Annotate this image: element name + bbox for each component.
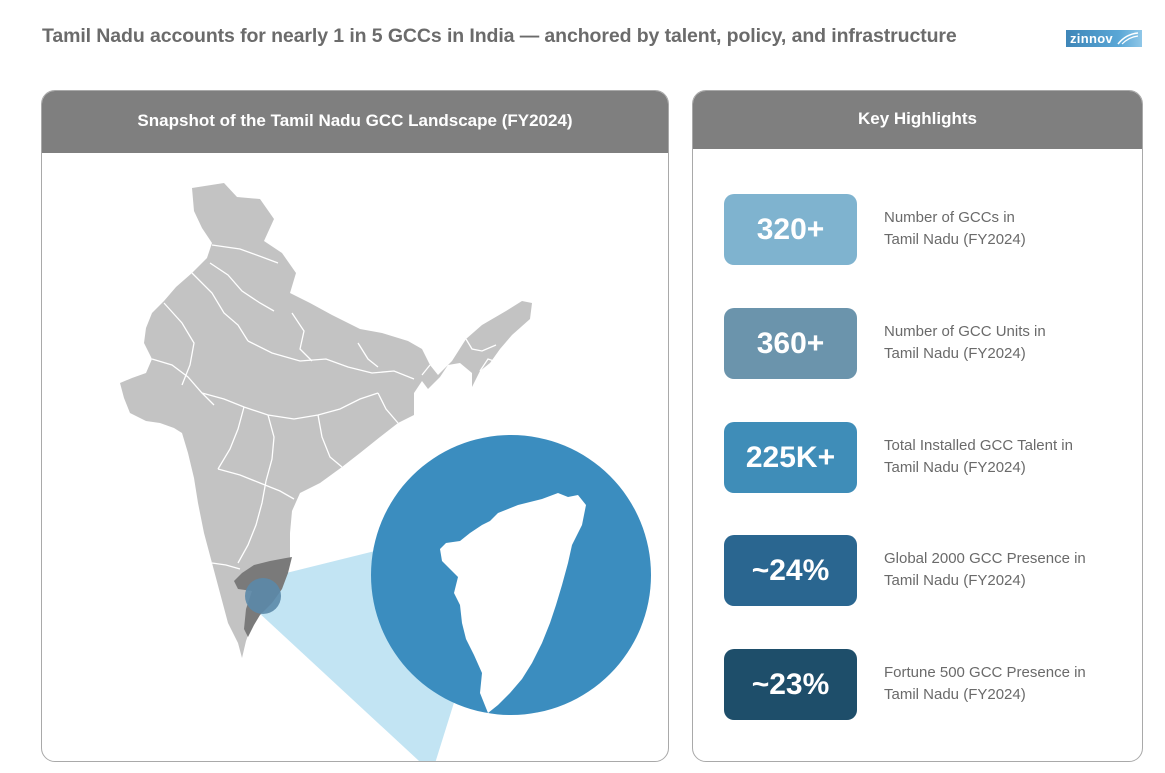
highlight-row-gccs: 320+ Number of GCCs in Tamil Nadu (FY202… bbox=[724, 194, 1134, 265]
highlight-desc-line2: Tamil Nadu (FY2024) bbox=[884, 572, 1026, 589]
india-map bbox=[120, 183, 651, 761]
highlight-desc-line2: Tamil Nadu (FY2024) bbox=[884, 231, 1026, 248]
logo-swoosh-icon bbox=[1117, 32, 1139, 45]
highlight-value-box: ~23% bbox=[724, 649, 857, 720]
highlight-desc-line1: Number of GCC Units in bbox=[884, 323, 1046, 340]
highlight-value-box: 225K+ bbox=[724, 422, 857, 493]
tamil-nadu-enlarged bbox=[440, 493, 586, 713]
highlight-row-fortune500: ~23% Fortune 500 GCC Presence in Tamil N… bbox=[724, 649, 1134, 720]
key-highlights-panel: Key Highlights 320+ Number of GCCs in Ta… bbox=[692, 90, 1143, 762]
zinnov-logo: zinnov bbox=[1066, 30, 1142, 47]
highlight-value-box: ~24% bbox=[724, 535, 857, 606]
india-outline bbox=[120, 183, 532, 658]
zoom-focus-dot bbox=[245, 578, 281, 614]
highlight-description: Number of GCCs in Tamil Nadu (FY2024) bbox=[884, 207, 1124, 251]
highlight-row-global2000: ~24% Global 2000 GCC Presence in Tamil N… bbox=[724, 535, 1134, 606]
highlight-desc-line1: Global 2000 GCC Presence in bbox=[884, 550, 1086, 567]
highlights-panel-title: Key Highlights bbox=[693, 91, 1142, 149]
highlight-desc-line2: Tamil Nadu (FY2024) bbox=[884, 686, 1026, 703]
landscape-snapshot-panel: Snapshot of the Tamil Nadu GCC Landscape… bbox=[41, 90, 669, 762]
state-borders bbox=[151, 244, 501, 570]
highlight-description: Fortune 500 GCC Presence in Tamil Nadu (… bbox=[884, 662, 1124, 706]
highlight-row-talent: 225K+ Total Installed GCC Talent in Tami… bbox=[724, 422, 1134, 493]
logo-text: zinnov bbox=[1070, 31, 1113, 46]
highlight-description: Number of GCC Units in Tamil Nadu (FY202… bbox=[884, 321, 1124, 365]
highlight-desc-line2: Tamil Nadu (FY2024) bbox=[884, 345, 1026, 362]
highlight-description: Global 2000 GCC Presence in Tamil Nadu (… bbox=[884, 548, 1124, 592]
highlight-desc-line1: Number of GCCs in bbox=[884, 209, 1015, 226]
highlight-desc-line2: Tamil Nadu (FY2024) bbox=[884, 459, 1026, 476]
highlight-desc-line1: Fortune 500 GCC Presence in bbox=[884, 664, 1086, 681]
page-headline: Tamil Nadu accounts for nearly 1 in 5 GC… bbox=[42, 25, 957, 47]
highlight-value-box: 320+ bbox=[724, 194, 857, 265]
highlight-description: Total Installed GCC Talent in Tamil Nadu… bbox=[884, 435, 1124, 479]
highlight-value-box: 360+ bbox=[724, 308, 857, 379]
highlight-desc-line1: Total Installed GCC Talent in bbox=[884, 437, 1073, 454]
snapshot-panel-title: Snapshot of the Tamil Nadu GCC Landscape… bbox=[42, 91, 668, 153]
highlight-row-gcc-units: 360+ Number of GCC Units in Tamil Nadu (… bbox=[724, 308, 1134, 379]
